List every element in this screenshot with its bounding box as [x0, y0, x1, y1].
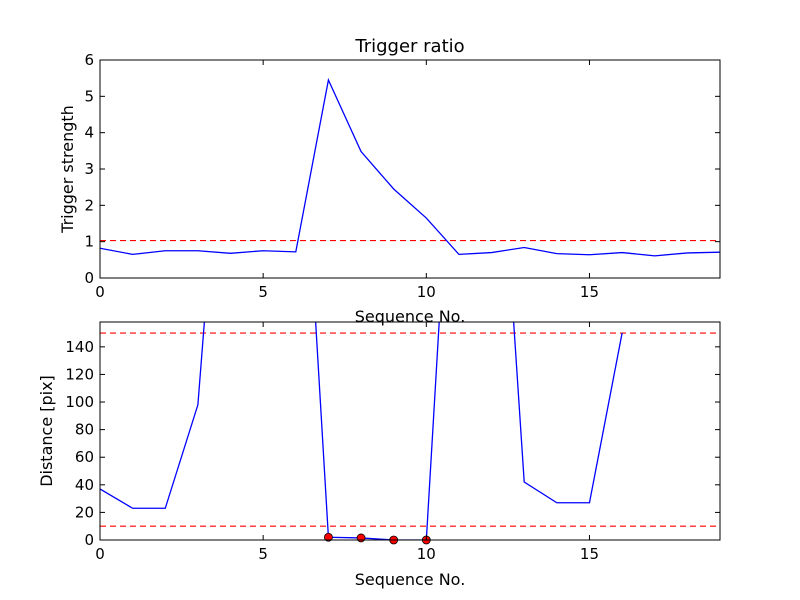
data-point-marker: [324, 532, 333, 542]
x-tick-label: 0: [95, 545, 105, 563]
y-tick-label: 140: [65, 338, 94, 356]
trigger-ratio-chart: 0 5 10 15 0 1 2 3 4 5 6 Trigger ratio Sequence No…: [58, 36, 721, 326]
y-tick-label: 100: [65, 393, 94, 411]
y-tick-label: 120: [65, 365, 94, 383]
y-tick-label: 6: [84, 51, 94, 69]
y-tick-label: 80: [75, 421, 94, 439]
series-line: [100, 77, 720, 257]
data-point-marker: [356, 533, 366, 543]
chart-title: Trigger ratio: [354, 36, 464, 57]
x-tick-label: 10: [417, 283, 436, 301]
x-tick-label: 5: [258, 283, 268, 301]
y-tick-label: 3: [84, 160, 94, 178]
y-tick-label: 0: [84, 531, 94, 549]
y-tick-label: 0: [84, 269, 94, 287]
plot-frame: [99, 59, 721, 279]
x-axis-label: Sequence No.: [355, 307, 466, 326]
x-tick-label: 10: [417, 545, 436, 563]
y-axis-label: Trigger strength: [58, 105, 77, 234]
y-tick-label: 1: [84, 233, 94, 251]
y-tick-label: 2: [84, 196, 94, 214]
x-tick-label: 15: [580, 283, 599, 301]
x-tick-label: 15: [580, 545, 599, 563]
y-tick-label: 20: [75, 503, 94, 521]
series-line: [100, 322, 623, 540]
x-axis-label: Sequence No.: [355, 570, 466, 589]
y-tick-label: 5: [84, 87, 94, 105]
y-axis-label: Distance [pix]: [37, 375, 56, 487]
x-tick-label: 5: [258, 545, 268, 563]
x-tick-label: 0: [95, 283, 105, 301]
y-tick-label: 4: [84, 124, 94, 142]
plot-frame: [99, 321, 721, 541]
y-tick-label: 60: [75, 448, 94, 466]
y-tick-label: 40: [75, 476, 94, 494]
distance-chart: 0 5 10 15 0 20 40 60 80 100 120 140 Sequence No. D…: [37, 321, 721, 589]
